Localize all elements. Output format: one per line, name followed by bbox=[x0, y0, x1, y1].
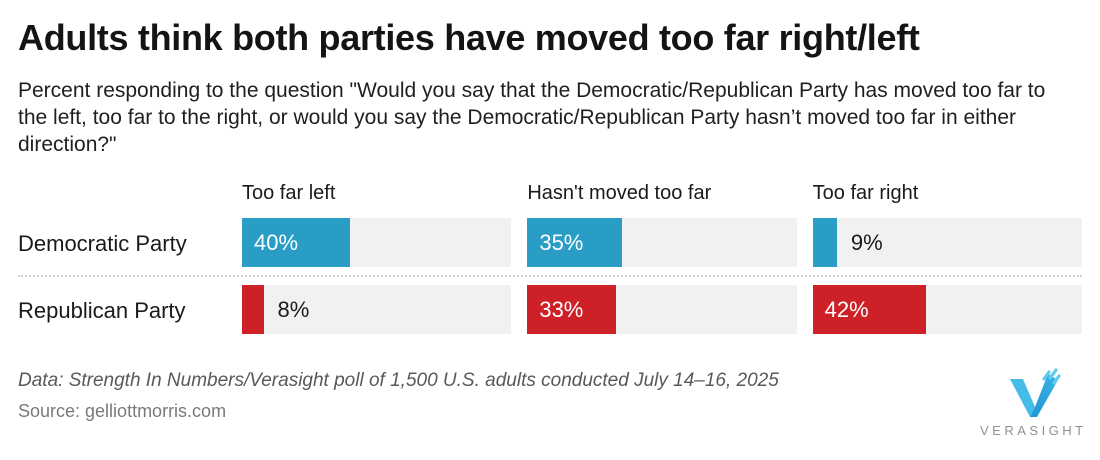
source-note: Source: gelliottmorris.com bbox=[18, 401, 227, 422]
bar-value-label: 40% bbox=[254, 230, 299, 256]
bar-fill bbox=[527, 218, 622, 268]
bar-republican-hasnt-moved: 33% bbox=[527, 285, 797, 335]
verasight-v-icon bbox=[1010, 368, 1061, 417]
row-label-republican-party: Republican Party bbox=[18, 297, 186, 323]
bar-fill bbox=[242, 218, 350, 268]
bar-value-label: 33% bbox=[539, 297, 584, 323]
verasight-logo: VERASIGHT bbox=[980, 366, 1084, 438]
bar-fill bbox=[527, 285, 617, 335]
bar-value-label: 8% bbox=[277, 297, 310, 323]
column-header-too-far-left: Too far left bbox=[242, 182, 336, 205]
bar-republican-too-far-left: 8% bbox=[242, 285, 512, 335]
verasight-wordmark: VERASIGHT bbox=[980, 423, 1087, 438]
bar-republican-too-far-right: 42% bbox=[812, 285, 1082, 335]
column-header-row: Too far left Hasn't moved too far Too fa… bbox=[18, 182, 1082, 218]
bar-value-label: 9% bbox=[850, 230, 883, 256]
column-header-hasnt-moved: Hasn't moved too far bbox=[527, 182, 712, 205]
bar-chart: Too far left Hasn't moved too far Too fa… bbox=[18, 182, 1082, 335]
bar-fill bbox=[812, 285, 926, 335]
bar-value-label: 35% bbox=[539, 230, 584, 256]
bar-democratic-too-far-left: 40% bbox=[242, 218, 512, 268]
header-spacer bbox=[18, 182, 226, 218]
bar-democratic-too-far-right: 9% bbox=[812, 218, 1082, 268]
data-note: Data: Strength In Numbers/Verasight poll… bbox=[18, 370, 779, 392]
table-row-republican: Republican Party 8% 33% 42% bbox=[18, 285, 1082, 335]
table-row-democratic: Democratic Party 40% 35% 9% bbox=[18, 218, 1082, 268]
bar-value-label: 42% bbox=[824, 297, 869, 323]
bar-fill bbox=[812, 218, 837, 268]
chart-footer: Data: Strength In Numbers/Verasight poll… bbox=[18, 370, 1082, 422]
chart-subtitle: Percent responding to the question "Woul… bbox=[18, 79, 1046, 156]
row-divider bbox=[18, 275, 1082, 278]
row-label-democratic-party: Democratic Party bbox=[18, 230, 187, 256]
page-title: Adults think both parties have moved too… bbox=[18, 17, 920, 58]
bar-fill bbox=[242, 285, 264, 335]
bar-democratic-hasnt-moved: 35% bbox=[527, 218, 797, 268]
column-header-too-far-right: Too far right bbox=[812, 182, 919, 205]
